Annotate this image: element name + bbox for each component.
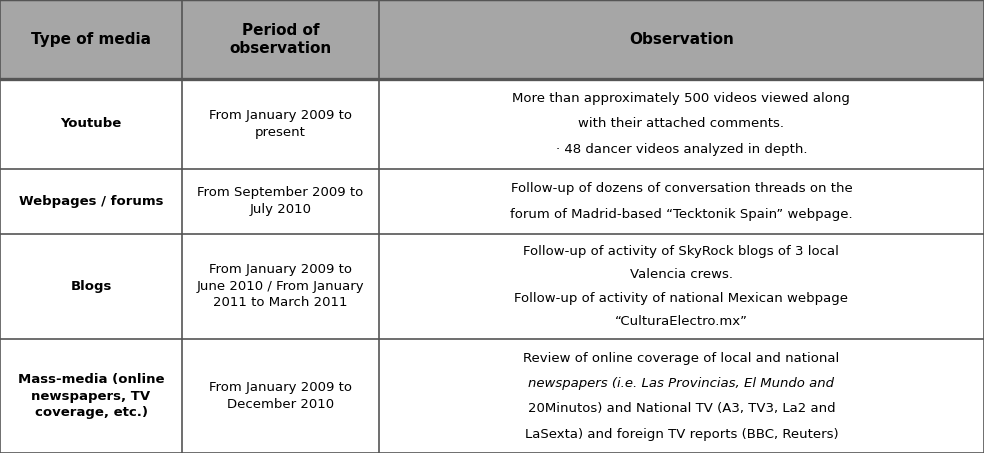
- Text: 20Minutos) and National TV (A3, TV3, La2 and: 20Minutos) and National TV (A3, TV3, La2…: [527, 402, 835, 415]
- Text: From January 2009 to
December 2010: From January 2009 to December 2010: [209, 381, 352, 411]
- Bar: [0, 234, 984, 339]
- Text: Mass-media (online
newspapers, TV
coverage, etc.): Mass-media (online newspapers, TV covera…: [18, 373, 164, 419]
- Text: Valencia crews.: Valencia crews.: [630, 268, 733, 281]
- Text: newspapers (i.e. Las Provincias, El Mundo and: newspapers (i.e. Las Provincias, El Mund…: [528, 377, 834, 390]
- Text: forum of Madrid-based “Tecktonik Spain” webpage.: forum of Madrid-based “Tecktonik Spain” …: [510, 207, 853, 221]
- Text: More than approximately 500 videos viewed along: More than approximately 500 videos viewe…: [513, 92, 850, 105]
- Bar: [0, 0, 984, 79]
- Text: Follow-up of activity of national Mexican webpage: Follow-up of activity of national Mexica…: [515, 292, 848, 305]
- Text: Period of
observation: Period of observation: [229, 23, 332, 57]
- Bar: [0, 339, 984, 453]
- Text: Type of media: Type of media: [31, 32, 151, 47]
- Text: LaSexta) and foreign TV reports (BBC, Reuters): LaSexta) and foreign TV reports (BBC, Re…: [524, 428, 838, 441]
- Bar: [0, 79, 984, 169]
- Text: From September 2009 to
July 2010: From September 2009 to July 2010: [198, 186, 363, 216]
- Text: Observation: Observation: [629, 32, 734, 47]
- Text: From January 2009 to
June 2010 / From January
2011 to March 2011: From January 2009 to June 2010 / From Ja…: [197, 264, 364, 309]
- Text: Review of online coverage of local and national: Review of online coverage of local and n…: [523, 352, 839, 365]
- Bar: [0, 169, 984, 234]
- Text: Youtube: Youtube: [60, 117, 122, 130]
- Text: Follow-up of dozens of conversation threads on the: Follow-up of dozens of conversation thre…: [511, 182, 852, 195]
- Text: with their attached comments.: with their attached comments.: [579, 117, 784, 130]
- Text: Follow-up of activity of SkyRock blogs of 3 local: Follow-up of activity of SkyRock blogs o…: [523, 245, 839, 258]
- Text: “CulturaElectro.mx”: “CulturaElectro.mx”: [615, 315, 748, 328]
- Text: Webpages / forums: Webpages / forums: [19, 195, 163, 207]
- Text: From January 2009 to
present: From January 2009 to present: [209, 109, 352, 139]
- Text: · 48 dancer videos analyzed in depth.: · 48 dancer videos analyzed in depth.: [556, 143, 807, 156]
- Text: Blogs: Blogs: [70, 280, 112, 293]
